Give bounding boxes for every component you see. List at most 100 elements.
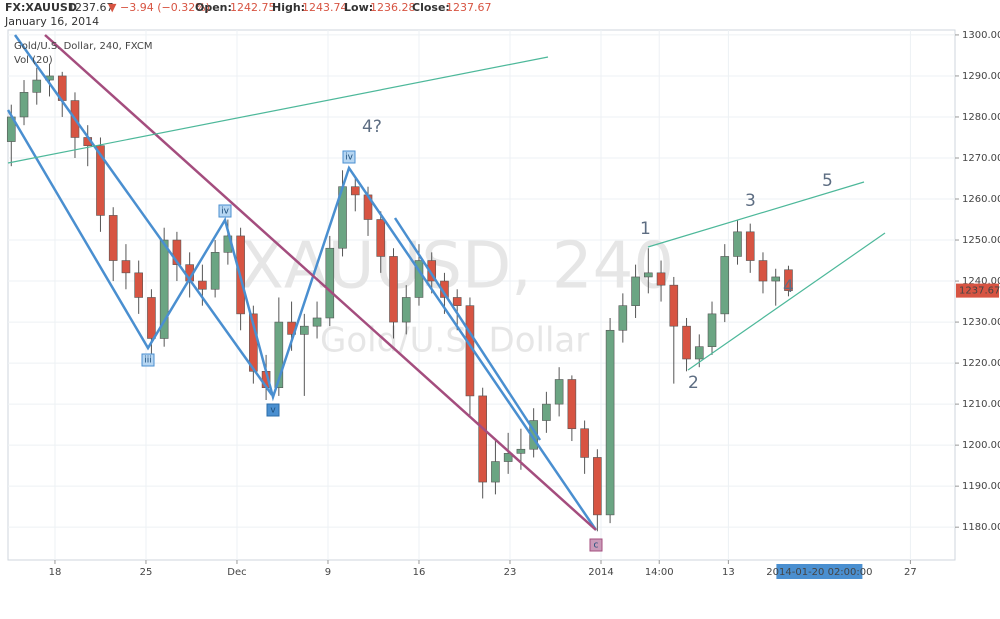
candle-body bbox=[389, 256, 398, 323]
candle-body bbox=[771, 276, 781, 282]
candle-body bbox=[542, 403, 551, 421]
x-tick-label: Dec bbox=[227, 567, 246, 578]
x-tick-label: 18 bbox=[49, 567, 62, 578]
x-tick-label: 27 bbox=[904, 567, 917, 578]
candle-body bbox=[733, 231, 742, 257]
x-tick-label: 14:00 bbox=[645, 567, 674, 578]
price-label-box bbox=[956, 283, 999, 298]
candle-body bbox=[567, 379, 577, 430]
candle-body bbox=[32, 79, 42, 93]
candle-body bbox=[427, 260, 437, 282]
candle-body bbox=[503, 453, 513, 462]
open-value: 1242.75 bbox=[230, 1, 276, 14]
crosshair-box bbox=[776, 564, 863, 579]
open-label: Open: bbox=[195, 1, 232, 14]
wave-label: 2 bbox=[688, 373, 699, 393]
wave-label: iii bbox=[144, 356, 152, 366]
y-tick-label: 1230.00 bbox=[962, 317, 1000, 328]
candle-body bbox=[631, 276, 640, 306]
y-tick-label: 1200.00 bbox=[962, 440, 1000, 451]
x-tick-label: 25 bbox=[140, 567, 153, 578]
x-tick-label: 2014 bbox=[588, 567, 613, 578]
y-tick-label: 1280.00 bbox=[962, 112, 1000, 123]
watermark-name: Gold/U.S. Dollar bbox=[320, 321, 589, 361]
candle-body bbox=[452, 297, 462, 306]
close-label: Close: bbox=[412, 1, 450, 14]
candle-body bbox=[108, 215, 118, 261]
candle-body bbox=[720, 256, 730, 315]
candle-body bbox=[694, 346, 704, 360]
label-box bbox=[266, 403, 280, 417]
candle-body bbox=[618, 305, 628, 331]
wedge-line bbox=[647, 181, 865, 248]
candle-body bbox=[516, 448, 526, 454]
candle-body bbox=[274, 321, 284, 389]
drawings bbox=[6, 34, 886, 552]
candle-body bbox=[134, 272, 143, 298]
channel-line bbox=[393, 217, 542, 441]
x-tick-label: 9 bbox=[325, 567, 331, 578]
date: January 16, 2014 bbox=[4, 15, 99, 28]
channel-line bbox=[13, 34, 274, 396]
low-value: 1236.28 bbox=[370, 1, 416, 14]
candle-body bbox=[172, 239, 182, 265]
wave-label: c bbox=[594, 541, 599, 551]
last-price: 1237.67 bbox=[68, 1, 114, 14]
change: −3.94 (−0.32%) bbox=[120, 1, 210, 14]
candle-body bbox=[19, 92, 29, 118]
x-tick-label: 23 bbox=[504, 567, 517, 578]
trend-line bbox=[44, 34, 597, 531]
wave-label: iv bbox=[345, 153, 354, 163]
wave-label: 3 bbox=[745, 191, 756, 211]
y-tick-label: 1220.00 bbox=[962, 358, 1000, 369]
candle-body bbox=[376, 219, 386, 257]
candle-body bbox=[147, 297, 156, 339]
candle-body bbox=[300, 325, 309, 335]
wave-label: v bbox=[270, 406, 276, 416]
wave-label: 5 bbox=[822, 171, 833, 191]
candle-body bbox=[312, 317, 322, 327]
wave-label: 1 bbox=[640, 219, 651, 239]
wave-label: 4? bbox=[362, 117, 382, 137]
candle-body bbox=[745, 231, 755, 261]
legend-title: Gold/U.S. Dollar, 240, FXCM bbox=[14, 41, 152, 52]
low-label: Low: bbox=[344, 1, 373, 14]
candle-body bbox=[707, 313, 717, 347]
high-value: 1243.74 bbox=[302, 1, 348, 14]
label-box bbox=[141, 353, 155, 367]
candle-body bbox=[491, 461, 500, 483]
candle-body bbox=[758, 260, 768, 282]
candle-body bbox=[593, 457, 602, 516]
down-arrow: ▼ bbox=[108, 1, 117, 14]
x-tick-label: 16 bbox=[413, 567, 426, 578]
candle-body bbox=[401, 297, 411, 323]
wave-zigzag bbox=[6, 109, 598, 531]
price-label: 1237.67 bbox=[959, 286, 1000, 297]
candle-body bbox=[554, 379, 564, 405]
y-tick-label: 1290.00 bbox=[962, 71, 1000, 82]
candle-body bbox=[478, 395, 487, 483]
y-tick-label: 1240.00 bbox=[962, 276, 1000, 287]
candle-body bbox=[96, 145, 105, 216]
candle-body bbox=[784, 269, 793, 291]
candle-body bbox=[159, 239, 169, 339]
label-box bbox=[342, 150, 356, 164]
y-tick-label: 1180.00 bbox=[962, 522, 1000, 533]
candle-body bbox=[325, 247, 335, 319]
candle-body bbox=[605, 329, 615, 516]
y-tick-label: 1270.00 bbox=[962, 153, 1000, 164]
candle-body bbox=[669, 284, 679, 327]
y-tick-label: 1300.00 bbox=[962, 30, 1000, 41]
candle-body bbox=[656, 272, 666, 286]
label-box bbox=[589, 538, 603, 552]
y-tick-label: 1250.00 bbox=[962, 235, 1000, 246]
candle-body bbox=[350, 186, 360, 196]
close-value: 1237.67 bbox=[446, 1, 492, 14]
candle-body bbox=[414, 260, 424, 298]
label-box bbox=[218, 204, 232, 218]
candle-body bbox=[644, 272, 653, 278]
x-tick-label: 13 bbox=[722, 567, 735, 578]
candles bbox=[6, 63, 793, 532]
wedge-line bbox=[687, 232, 886, 371]
